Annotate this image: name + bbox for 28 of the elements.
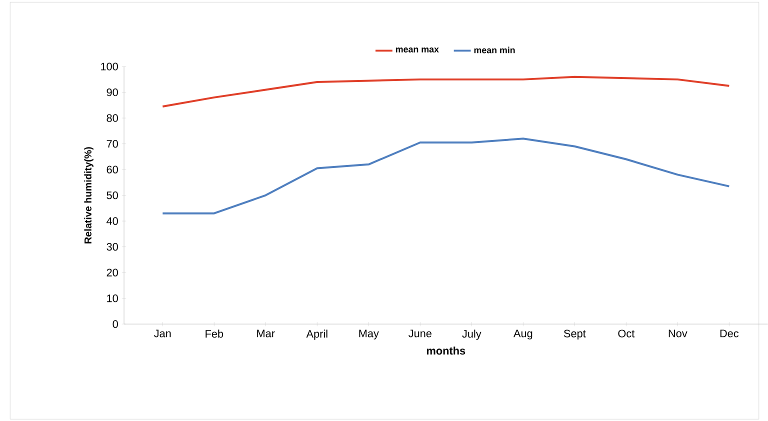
y-tick-label: 100 xyxy=(101,62,118,70)
x-tick-label: Nov xyxy=(668,330,688,338)
y-tick-label: 40 xyxy=(106,217,118,225)
x-axis-title: months xyxy=(426,346,466,354)
x-tick-label: Jan xyxy=(154,330,171,338)
y-tick-label: 0 xyxy=(112,320,118,328)
x-tick-label: Feb xyxy=(206,330,224,338)
line-series xyxy=(162,138,730,214)
x-tick-label: May xyxy=(359,330,379,340)
x-tick-label: April xyxy=(306,330,328,340)
x-tick-label: Aug xyxy=(513,330,532,340)
x-tick-label: Sept xyxy=(564,330,586,340)
y-tick-label: 80 xyxy=(106,114,118,122)
legend-label: mean max xyxy=(396,47,439,52)
y-tick-label: 30 xyxy=(106,242,118,251)
x-tick-label: Oct xyxy=(618,330,635,338)
y-tick-label: 10 xyxy=(107,294,118,302)
y-tick-label: 90 xyxy=(106,88,118,96)
y-tick-label: 50 xyxy=(106,191,118,200)
x-tick-label: Mar xyxy=(257,330,275,338)
y-tick-label: 70 xyxy=(106,140,118,148)
legend-label: mean min xyxy=(474,46,515,54)
x-tick-label: June xyxy=(408,330,432,338)
y-tick-label: 20 xyxy=(106,268,118,276)
x-tick-label: July xyxy=(462,330,482,340)
y-tick-label: 60 xyxy=(106,166,118,174)
y-axis-title: Relative humidity(%) xyxy=(84,146,94,244)
x-tick-label: Dec xyxy=(720,330,739,338)
